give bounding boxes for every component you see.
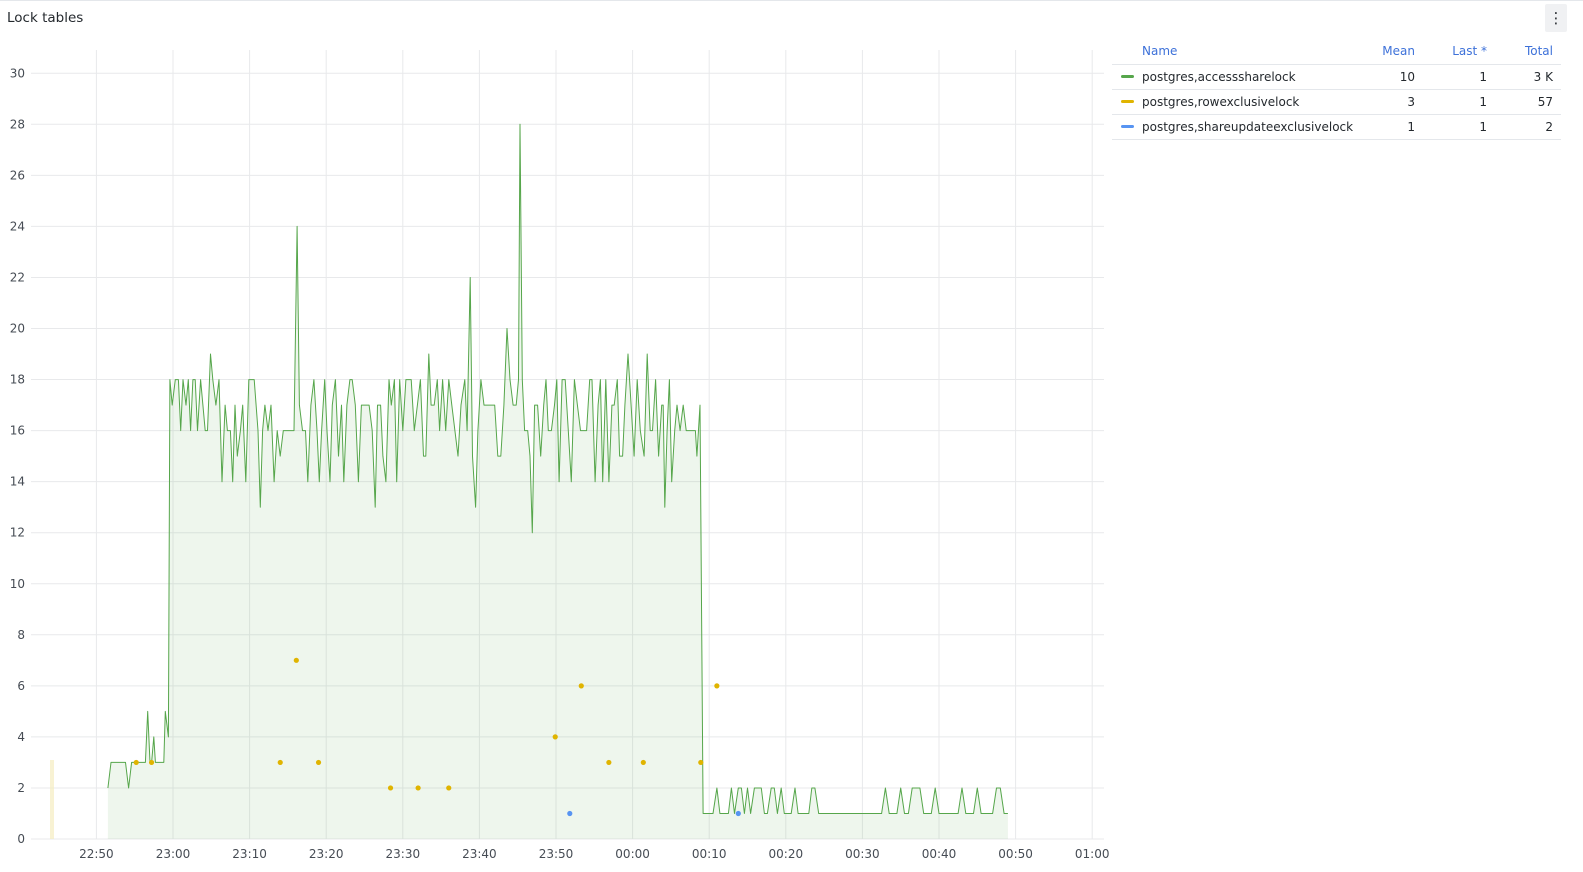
series-point [714, 683, 720, 689]
series-point [735, 810, 741, 817]
y-tick-label: 16 [10, 424, 25, 438]
panel-top-border [0, 0, 1583, 1]
panel-menu-button[interactable]: ⋮ [1545, 4, 1567, 32]
x-tick-label: 00:50 [998, 847, 1033, 861]
series-point [277, 759, 283, 766]
legend-header-name[interactable]: Name [1142, 44, 1178, 58]
legend-header-total[interactable]: Total [1524, 44, 1553, 58]
x-tick-label: 23:10 [232, 847, 267, 861]
series-point [640, 759, 646, 766]
legend-table: Name Mean Last * Total postgres,accesssh… [1112, 42, 1561, 140]
series-point [578, 683, 584, 689]
legend-mean-value: 1 [1407, 120, 1415, 134]
x-tick-label: 00:20 [769, 847, 804, 861]
series-point [148, 759, 155, 766]
series-point [446, 785, 452, 791]
legend-total-value: 2 [1545, 120, 1553, 134]
y-tick-label: 8 [17, 628, 25, 642]
kebab-menu-icon: ⋮ [1548, 9, 1564, 27]
legend-series-name[interactable]: postgres,rowexclusivelock [1142, 95, 1300, 109]
y-tick-label: 6 [17, 679, 25, 693]
legend-header-last[interactable]: Last * [1452, 44, 1487, 58]
y-tick-label: 22 [10, 270, 25, 284]
y-tick-label: 0 [17, 832, 25, 846]
y-tick-label: 20 [10, 322, 25, 336]
series-point [415, 785, 421, 791]
x-tick-label: 00:10 [692, 847, 727, 861]
series-color-swatch [1121, 125, 1134, 128]
x-tick-label: 23:30 [386, 847, 421, 861]
series-point [315, 759, 322, 766]
legend-header-mean[interactable]: Mean [1382, 44, 1415, 58]
y-tick-label: 24 [10, 219, 25, 233]
legend-last-value: 1 [1479, 70, 1487, 84]
x-tick-label: 00:00 [615, 847, 650, 861]
legend-row[interactable]: postgres,shareupdateexclusivelock 1 1 2 [1112, 114, 1561, 140]
panel-title: Lock tables [7, 10, 84, 26]
legend-total-value: 57 [1537, 95, 1553, 109]
series-line [107, 123, 1008, 814]
y-tick-label: 28 [10, 117, 25, 131]
series-point [387, 785, 394, 791]
x-tick-label: 23:40 [462, 847, 497, 861]
x-tick-label: 23:20 [309, 847, 344, 861]
x-tick-label: 01:00 [1075, 847, 1110, 861]
y-tick-label: 14 [10, 475, 25, 489]
legend-series-name[interactable]: postgres,accesssharelock [1142, 70, 1296, 84]
x-tick-label: 00:30 [845, 847, 880, 861]
y-tick-label: 12 [10, 526, 25, 540]
y-tick-label: 26 [10, 168, 25, 182]
y-tick-label: 2 [17, 781, 25, 795]
x-tick-label: 23:50 [539, 847, 574, 861]
x-tick-label: 23:00 [156, 847, 191, 861]
series-point [293, 657, 299, 663]
legend-mean-value: 10 [1399, 70, 1415, 84]
y-tick-label: 30 [10, 66, 25, 80]
y-tick-label: 18 [10, 373, 25, 387]
series-color-swatch [1121, 100, 1134, 103]
chart-series [107, 123, 1008, 840]
legend-mean-value: 3 [1407, 95, 1415, 109]
annotation-band [50, 760, 54, 839]
series-point [552, 734, 558, 740]
series-point [698, 759, 704, 766]
legend-row[interactable]: postgres,rowexclusivelock 3 1 57 [1112, 89, 1561, 114]
legend-row[interactable]: postgres,accesssharelock 10 1 3 K [1112, 64, 1561, 89]
legend-last-value: 1 [1479, 95, 1487, 109]
series-color-swatch [1121, 75, 1134, 78]
legend-total-value: 3 K [1533, 70, 1553, 84]
series-point [606, 759, 612, 766]
legend-series-name[interactable]: postgres,shareupdateexclusivelock [1142, 120, 1354, 134]
x-tick-label: 22:50 [79, 847, 114, 861]
series-area-fill [107, 124, 1008, 840]
legend-header: Name Mean Last * Total [1112, 42, 1561, 64]
legend-last-value: 1 [1479, 120, 1487, 134]
series-point [567, 810, 573, 817]
x-tick-label: 00:40 [922, 847, 957, 861]
series-point [133, 759, 139, 766]
y-tick-label: 4 [17, 730, 25, 744]
y-tick-label: 10 [10, 577, 25, 591]
